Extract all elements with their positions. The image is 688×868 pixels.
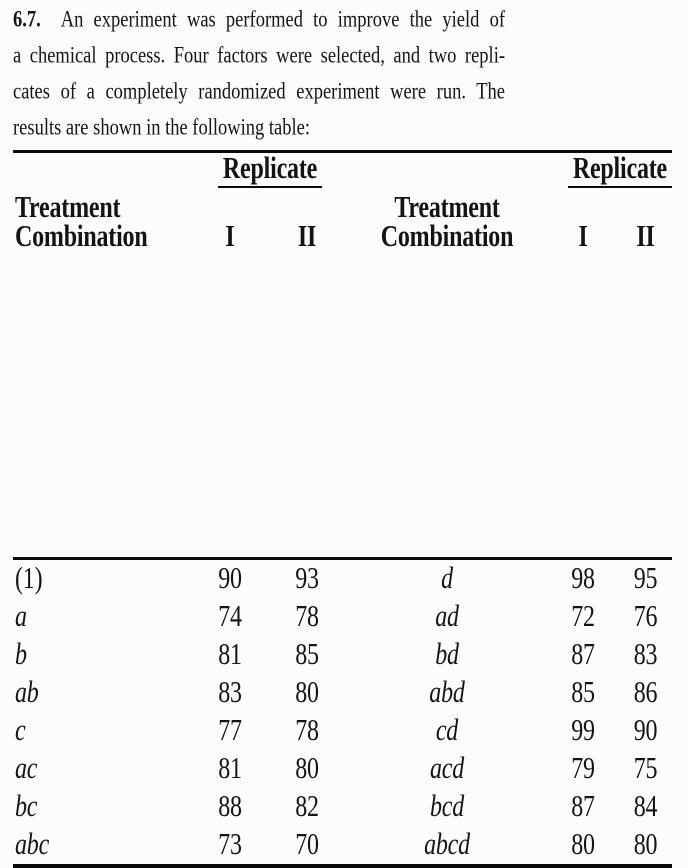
rep2-cell: 90 [633, 713, 658, 747]
treatment-cell: d [441, 561, 453, 595]
rep2-cell: 76 [633, 599, 658, 633]
rep1-cell: 87 [571, 789, 595, 823]
treatment-cell: ac [15, 751, 38, 785]
table-bottom-rule [13, 864, 672, 868]
problem-line-1: 6.7. An experiment was performed to impro… [13, 0, 505, 43]
rep1-cell: 85 [571, 675, 595, 709]
treatment-cell: (1) [15, 561, 43, 595]
treatment-cell: ab [15, 675, 39, 709]
rep2-cell: 78 [295, 599, 319, 633]
rep1-cell: 77 [218, 713, 242, 747]
rep-I-label: I [225, 220, 235, 254]
problem-text: cates of a completely randomized experim… [13, 79, 505, 105]
rep2-cell: 85 [295, 637, 319, 671]
rep1-cell: 90 [218, 561, 242, 595]
rep2-cell: 95 [633, 561, 658, 595]
rep2-cell: 93 [295, 561, 319, 595]
replicate-label: Replicate [572, 152, 667, 186]
rep-II-label: II [636, 220, 655, 254]
replicate-label: Replicate [222, 152, 318, 186]
rep1-cell: 72 [571, 599, 595, 633]
treatment-cell: ad [435, 599, 459, 633]
rep2-cell: 80 [295, 751, 319, 785]
treatment-cell: bc [15, 789, 38, 823]
treatment-cell: c [15, 713, 26, 747]
rep2-cell: 75 [633, 751, 658, 785]
combination-label: Combination [380, 220, 514, 254]
rep1-cell: 74 [218, 599, 242, 633]
treatment-cell: bd [435, 637, 459, 671]
rep2-cell: 78 [295, 713, 319, 747]
treatment-header-left-line1: Treatment [13, 191, 193, 224]
results-table-body: (1) 90 93 d 98 95 a 74 78 ad 72 76 b 81 … [13, 560, 672, 864]
problem-line-2: a chemical process. Four factors were se… [13, 33, 505, 78]
results-table: Replicate Replicate Treatment Treatment … [13, 152, 672, 557]
rep2-cell: 80 [295, 675, 319, 709]
table-header-rule [13, 557, 672, 560]
rep-col-header-left-II: II [267, 220, 347, 253]
treatment-cell: abc [15, 827, 50, 861]
treatment-header-right-line2: Combination [347, 220, 547, 253]
treatment-header-left-line2: Combination [13, 220, 193, 253]
rep1-cell: 80 [571, 827, 595, 861]
rep-col-header-right-II: II [619, 220, 672, 253]
rep-col-header-left-I: I [193, 220, 267, 253]
rep-I-label: I [578, 220, 588, 254]
rep1-cell: 81 [218, 637, 242, 671]
rep1-cell: 98 [571, 561, 595, 595]
treatment-cell: abd [429, 675, 465, 709]
treatment-label: Treatment [394, 191, 500, 225]
treatment-cell: cd [435, 713, 459, 747]
problem-line-3: cates of a completely randomized experim… [13, 69, 505, 114]
rep2-cell: 80 [633, 827, 658, 861]
problem-line-4: results are shown in the following table… [13, 105, 505, 150]
treatment-cell: abcd [424, 827, 470, 861]
rep2-cell: 84 [633, 789, 658, 823]
rep1-cell: 83 [218, 675, 242, 709]
rep1-cell: 79 [571, 751, 595, 785]
problem-text: An experiment was performed to improve t… [60, 7, 505, 33]
rep1-cell: 88 [218, 789, 242, 823]
rep1-cell: 73 [218, 827, 242, 861]
problem-statement: 6.7. An experiment was performed to impro… [13, 2, 505, 146]
combination-label: Combination [15, 220, 148, 254]
rep2-cell: 70 [295, 827, 319, 861]
table-top-rule [13, 150, 672, 153]
treatment-cell: b [15, 637, 27, 671]
treatment-label: Treatment [15, 191, 121, 225]
rep-col-header-right-I: I [547, 220, 619, 253]
rep1-cell: 81 [218, 751, 242, 785]
rep2-cell: 86 [633, 675, 658, 709]
replicate-header-right: Replicate [547, 152, 672, 191]
problem-text: results are shown in the following table… [13, 115, 310, 141]
rep-II-label: II [297, 220, 317, 254]
rep1-cell: 87 [571, 637, 595, 671]
problem-text: a chemical process. Four factors were se… [13, 43, 505, 69]
replicate-header-left: Replicate [193, 152, 347, 191]
treatment-cell: bcd [429, 789, 465, 823]
rep2-cell: 83 [633, 637, 658, 671]
treatment-cell: a [15, 599, 27, 633]
treatment-header-right-line1: Treatment [347, 191, 547, 224]
problem-number: 6.7. [13, 7, 41, 33]
rep2-cell: 82 [295, 789, 319, 823]
treatment-cell: acd [429, 751, 465, 785]
rep1-cell: 99 [571, 713, 595, 747]
